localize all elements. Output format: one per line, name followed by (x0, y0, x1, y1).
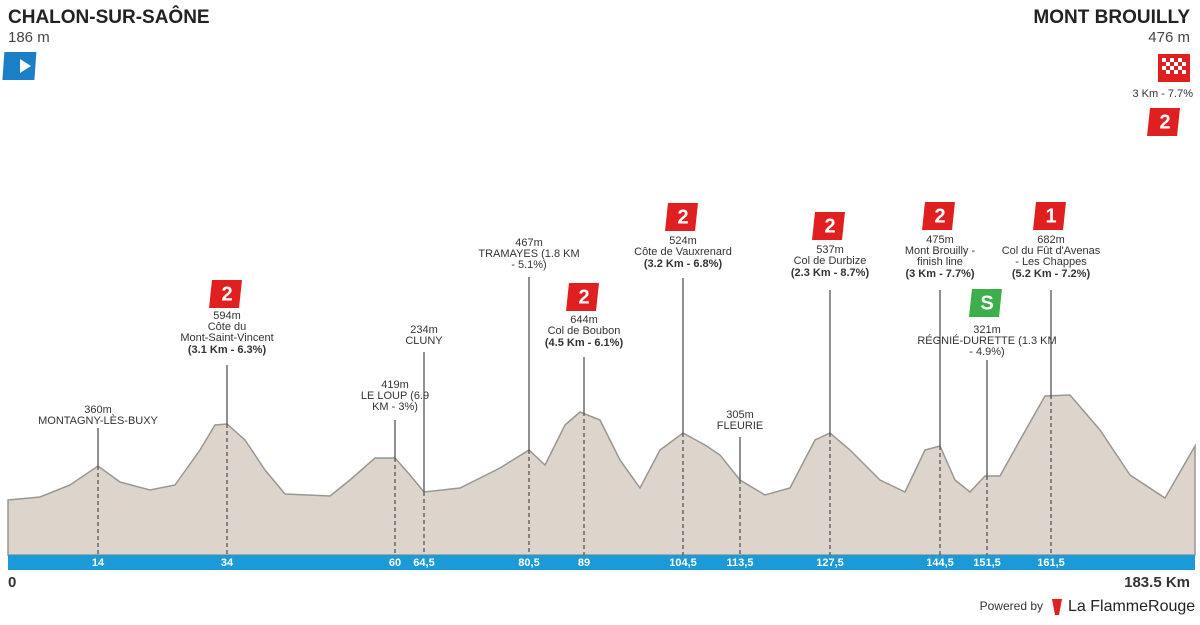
axis-start: 0 (8, 574, 16, 591)
point-altitude: 537m (816, 244, 844, 256)
category-badge (1033, 202, 1066, 230)
km-label: 151,5 (973, 557, 1001, 569)
start-name: CHALON-SUR-SAÔNE (8, 6, 210, 28)
point-name: - 4.9%) (969, 346, 1004, 358)
point-name: Mont-Saint-Vincent (180, 332, 273, 344)
start-icon (2, 52, 37, 80)
point-name: RÉGNIÉ-DURETTE (1.3 KM (917, 334, 1056, 347)
finish-flag (1158, 54, 1190, 82)
km-label: 89 (578, 557, 590, 569)
elevation-profile (7, 394, 1196, 556)
km-label: 104,5 (669, 557, 697, 569)
point-name: LE LOUP (6.9 (361, 390, 429, 402)
point-name: - 5.1%) (511, 259, 546, 271)
category-label: 2 (1159, 111, 1170, 133)
category-badge (969, 289, 1002, 317)
point-altitude: 321m (973, 324, 1001, 336)
km-label: 127,5 (816, 557, 844, 569)
point-altitude: 360m (84, 404, 112, 416)
point-name: Côte du (208, 321, 247, 333)
brand: La FlammeRouge (1068, 598, 1195, 615)
category-label: 2 (677, 206, 688, 228)
km-label: 113,5 (727, 557, 754, 569)
point-name: Col du Fût d'Avenas (1002, 245, 1101, 257)
category-badge (812, 212, 845, 240)
category-badge (209, 280, 242, 308)
point-altitude: 682m (1037, 234, 1065, 246)
point-climb: (3 Km - 7.7%) (905, 268, 974, 280)
km-label: 60 (389, 557, 401, 569)
start-altitude: 186 m (8, 29, 50, 46)
category-badge (665, 203, 698, 231)
point-climb: (3.2 Km - 6.8%) (644, 258, 723, 270)
category-badge (1147, 108, 1180, 136)
km-label: 161,5 (1037, 557, 1065, 569)
point-altitude: 644m (570, 314, 598, 326)
point-altitude: 475m (926, 234, 954, 246)
km-label: 144,5 (926, 557, 954, 569)
point-altitude: 419m (381, 379, 409, 391)
point-name: - Les Chappes (1015, 256, 1087, 268)
point-climb: (5.2 Km - 7.2%) (1012, 268, 1091, 280)
brand-logo (1052, 599, 1062, 615)
category-label: 2 (578, 286, 589, 308)
point-climb: (4.5 Km - 6.1%) (545, 337, 624, 349)
km-label: 34 (221, 557, 234, 569)
distance-bar (8, 555, 1195, 570)
category-label: 2 (824, 215, 835, 237)
point-climb: (3.1 Km - 6.3%) (188, 344, 267, 356)
finish-altitude: 476 m (1148, 29, 1190, 46)
category-badge (566, 283, 599, 311)
point-name: FLEURIE (717, 420, 763, 432)
point-name: CLUNY (405, 335, 443, 347)
point-name: Col de Boubon (548, 325, 621, 337)
point-altitude: 467m (515, 237, 543, 249)
point-altitude: 524m (669, 235, 697, 247)
category-label: 2 (221, 283, 232, 305)
category-badge (922, 202, 955, 230)
axis-end: 183.5 Km (1124, 574, 1190, 591)
point-name: KM - 3%) (372, 401, 418, 413)
point-name: Côte de Vauxrenard (634, 246, 732, 258)
point-name: TRAMAYES (1.8 KM (478, 248, 579, 260)
km-label: 80,5 (518, 557, 539, 569)
point-name: MONTAGNY-LÈS-BUXY (38, 414, 158, 427)
finish-name: MONT BROUILLY (1033, 7, 1190, 28)
km-label: 64,5 (413, 557, 434, 569)
point-altitude: 305m (726, 409, 754, 421)
point-altitude: 234m (410, 324, 438, 336)
powered-by: Powered by (980, 599, 1043, 613)
point-name: finish line (917, 256, 963, 268)
point-climb: (2.3 Km - 8.7%) (791, 267, 870, 279)
point-altitude: 594m (213, 310, 241, 322)
category-label: 2 (934, 205, 945, 227)
point-name: Col de Durbize (794, 255, 867, 267)
category-label: S (980, 292, 993, 314)
point-name: Mont Brouilly - (905, 245, 976, 257)
category-label: 1 (1045, 205, 1056, 227)
km-label: 14 (92, 557, 105, 569)
finish-climb: 3 Km - 7.7% (1132, 88, 1193, 100)
